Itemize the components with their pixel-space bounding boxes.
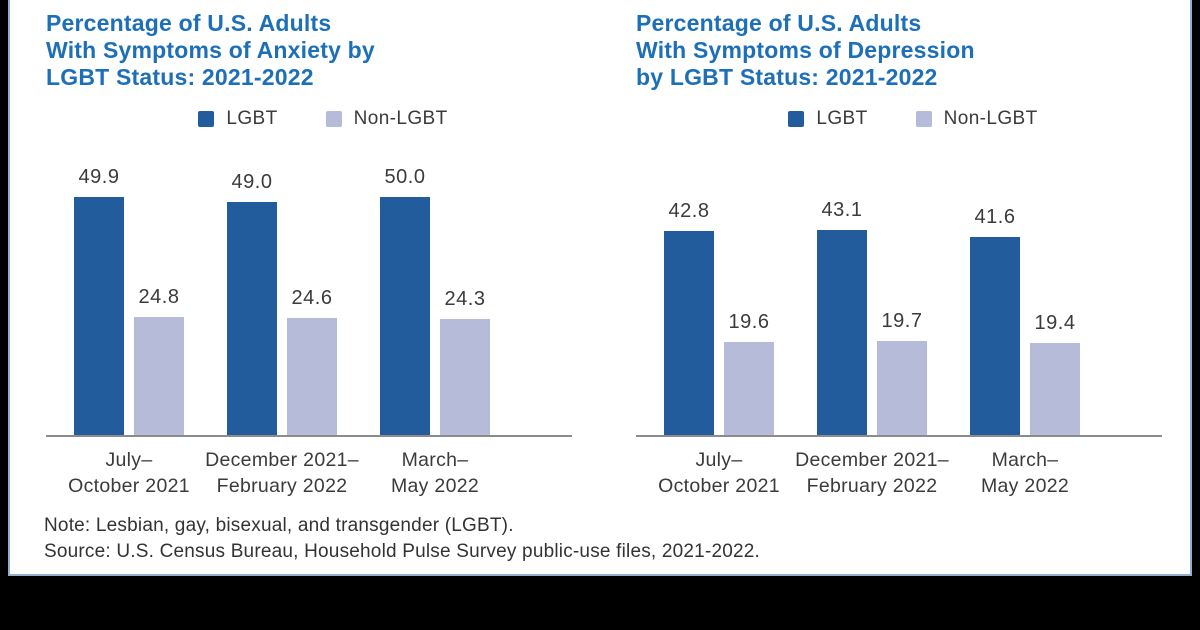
x-axis-label-line: December 2021– — [205, 449, 359, 471]
x-axis-label-line: December 2021– — [795, 449, 949, 471]
x-axis-label: March– May 2022 — [391, 447, 479, 499]
bar-with-label: 19.6 — [724, 311, 774, 435]
bar-with-label: 19.4 — [1030, 312, 1080, 435]
x-axis-label-line: July– — [105, 449, 153, 471]
anxiety-chart-legend: LGBT Non-LGBT — [46, 108, 600, 130]
x-axis-label: July– October 2021 — [658, 447, 780, 499]
bar-with-label: 19.7 — [877, 310, 927, 435]
non-lgbt-bar — [134, 317, 184, 435]
x-axis-label-line: October 2021 — [68, 475, 190, 497]
legend-item-non-lgbt: Non-LGBT — [325, 108, 448, 130]
legend-label: LGBT — [816, 108, 868, 129]
report-card: Percentage of U.S. Adults With Symptoms o… — [8, 0, 1192, 576]
note-text: Note: Lesbian, gay, bisexual, and transg… — [44, 515, 514, 536]
legend-swatch-icon — [915, 111, 932, 127]
lgbt-bar — [664, 231, 714, 435]
bar-group: 43.1 19.7 — [817, 199, 927, 435]
bar-with-label: 50.0 — [380, 166, 430, 435]
bar-with-label: 41.6 — [970, 206, 1020, 435]
chart-title-line: Percentage of U.S. Adults — [636, 10, 922, 36]
chart-title-line: by LGBT Status: 2021-2022 — [636, 64, 938, 90]
legend-item-lgbt: LGBT — [198, 108, 277, 130]
anxiety-plot-area: 49.9 24.8 49.0 24.6 50.0 24.3 — [46, 166, 572, 437]
non-lgbt-bar — [440, 319, 490, 435]
source-text: Source: U.S. Census Bureau, Household Pu… — [44, 541, 761, 562]
legend-label: Non-LGBT — [353, 108, 448, 129]
x-axis-label: July– October 2021 — [68, 447, 190, 499]
x-axis-label-line: July– — [695, 449, 743, 471]
x-axis-label: March– May 2022 — [981, 447, 1069, 499]
anxiety-x-axis-labels: July– October 2021 December 2021– February … — [46, 447, 600, 503]
legend-swatch-icon — [788, 111, 805, 127]
legend-swatch-icon — [198, 111, 215, 127]
x-axis-label-line: February 2022 — [216, 475, 348, 497]
bar-value-label: 19.4 — [1034, 312, 1076, 334]
x-axis-label-line: May 2022 — [390, 475, 480, 497]
bar-value-label: 41.6 — [974, 206, 1016, 228]
bar-with-label: 42.8 — [664, 200, 714, 435]
charts-row: Percentage of U.S. Adults With Symptoms o… — [10, 0, 1190, 503]
footnotes: Note: Lesbian, gay, bisexual, and transg… — [44, 515, 1190, 562]
chart-title-line: Percentage of U.S. Adults — [46, 10, 332, 36]
chart-title-line: With Symptoms of Anxiety by — [46, 37, 375, 63]
x-axis-label-line: February 2022 — [806, 475, 938, 497]
x-axis-label-line: October 2021 — [658, 475, 780, 497]
chart-title-line: LGBT Status: 2021-2022 — [46, 64, 314, 90]
depression-plot-area: 42.8 19.6 43.1 19.7 41.6 19.4 — [636, 173, 1162, 437]
lgbt-bar — [74, 197, 124, 435]
non-lgbt-bar — [724, 342, 774, 435]
anxiety-chart: Percentage of U.S. Adults With Symptoms o… — [10, 0, 600, 503]
depression-chart-title: Percentage of U.S. Adults With Symptoms o… — [636, 10, 1190, 91]
bar-value-label: 24.8 — [138, 286, 180, 308]
bar-group: 42.8 19.6 — [664, 200, 774, 435]
non-lgbt-bar — [877, 341, 927, 435]
bar-with-label: 49.9 — [74, 166, 124, 435]
depression-chart-legend: LGBT Non-LGBT — [636, 108, 1190, 130]
legend-item-non-lgbt: Non-LGBT — [915, 108, 1038, 130]
bar-with-label: 49.0 — [227, 171, 277, 435]
bar-with-label: 24.6 — [287, 287, 337, 435]
x-axis-label: December 2021– February 2022 — [205, 447, 359, 499]
bar-group: 41.6 19.4 — [970, 206, 1080, 435]
non-lgbt-bar — [1030, 343, 1080, 435]
bar-value-label: 19.7 — [881, 310, 923, 332]
legend-swatch-icon — [325, 111, 342, 127]
bar-group: 49.0 24.6 — [227, 171, 337, 435]
x-axis-label-line: May 2022 — [980, 475, 1070, 497]
bar-value-label: 24.6 — [291, 287, 333, 309]
bar-with-label: 24.8 — [134, 286, 184, 435]
bar-with-label: 24.3 — [440, 288, 490, 435]
chart-title-line: With Symptoms of Depression — [636, 37, 975, 63]
x-axis-label: December 2021– February 2022 — [795, 447, 949, 499]
bar-value-label: 24.3 — [444, 288, 486, 310]
legend-label: LGBT — [226, 108, 278, 129]
non-lgbt-bar — [287, 318, 337, 435]
bar-group: 49.9 24.8 — [74, 166, 184, 435]
anxiety-chart-title: Percentage of U.S. Adults With Symptoms o… — [46, 10, 600, 91]
bar-value-label: 42.8 — [668, 200, 710, 222]
lgbt-bar — [380, 197, 430, 435]
bar-value-label: 43.1 — [821, 199, 863, 221]
lgbt-bar — [970, 237, 1020, 435]
legend-item-lgbt: LGBT — [788, 108, 867, 130]
bar-value-label: 49.9 — [78, 166, 120, 188]
x-axis-label-line: March– — [991, 449, 1059, 471]
bar-value-label: 50.0 — [384, 166, 426, 188]
bar-group: 50.0 24.3 — [380, 166, 490, 435]
legend-label: Non-LGBT — [943, 108, 1038, 129]
bar-value-label: 49.0 — [231, 171, 273, 193]
depression-chart: Percentage of U.S. Adults With Symptoms o… — [600, 0, 1190, 503]
lgbt-bar — [227, 202, 277, 435]
lgbt-bar — [817, 230, 867, 435]
x-axis-label-line: March– — [401, 449, 469, 471]
depression-x-axis-labels: July– October 2021 December 2021– February … — [636, 447, 1190, 503]
bar-value-label: 19.6 — [728, 311, 770, 333]
bar-with-label: 43.1 — [817, 199, 867, 435]
